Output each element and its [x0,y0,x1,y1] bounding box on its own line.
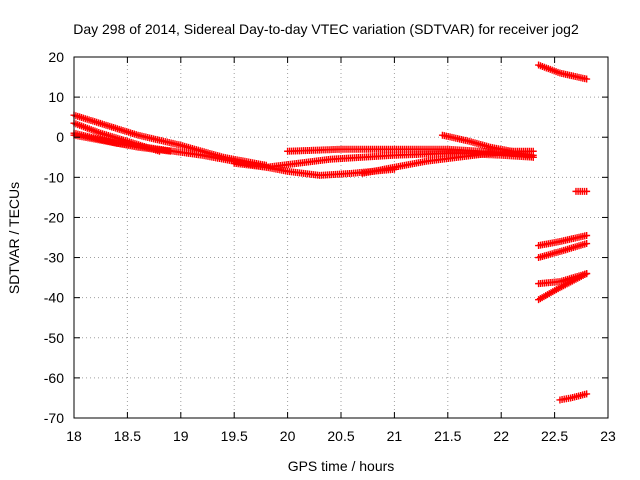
data-point [583,231,591,239]
data-point [529,147,537,155]
series-arc-8 [438,131,537,161]
x-tick-label: 21 [387,428,403,444]
y-tick-label: 20 [48,49,64,65]
data-point [583,270,591,278]
y-tick-label: -30 [44,250,64,266]
data-point [166,147,174,155]
data-point [583,75,591,83]
series-arc-14 [535,270,591,304]
x-axis-label: GPS time / hours [288,458,395,474]
x-tick-label: 18 [66,428,82,444]
data-point [529,153,537,161]
y-tick-label: 0 [56,129,64,145]
series-arc-9 [535,61,591,83]
data-point [583,187,591,195]
y-tick-label: 10 [48,89,64,105]
series-arc-4 [70,131,174,155]
x-tick-label: 22 [493,428,509,444]
series-arc-10 [572,187,591,195]
x-tick-label: 20.5 [327,428,354,444]
chart-title: Day 298 of 2014, Sidereal Day-to-day VTE… [73,21,579,37]
y-tick-label: -70 [44,410,64,426]
series-arc-2 [70,119,163,155]
series-arc-12 [535,240,591,262]
data-series [70,61,591,404]
x-tick-label: 21.5 [434,428,461,444]
x-tick-label: 18.5 [114,428,141,444]
x-tick-label: 22.5 [541,428,568,444]
x-tick-label: 23 [600,428,616,444]
x-tick-label: 19.5 [221,428,248,444]
y-tick-label: -20 [44,209,64,225]
axis-ticks: 18 18.5 19 19.5 20 20.5 21 21.5 22 22.5 23 20 10 0 -10… [44,49,616,444]
y-tick-label: -50 [44,330,64,346]
x-tick-label: 19 [173,428,189,444]
data-point [583,390,591,398]
y-tick-label: -10 [44,169,64,185]
series-arc-15 [556,390,591,404]
grid-lines [74,57,608,418]
x-tick-label: 20 [280,428,296,444]
data-point [583,240,591,248]
y-axis-label: SDTVAR / TECUs [6,182,22,294]
y-tick-label: -60 [44,370,64,386]
series-arc-11 [535,231,591,250]
y-tick-label: -40 [44,290,64,306]
